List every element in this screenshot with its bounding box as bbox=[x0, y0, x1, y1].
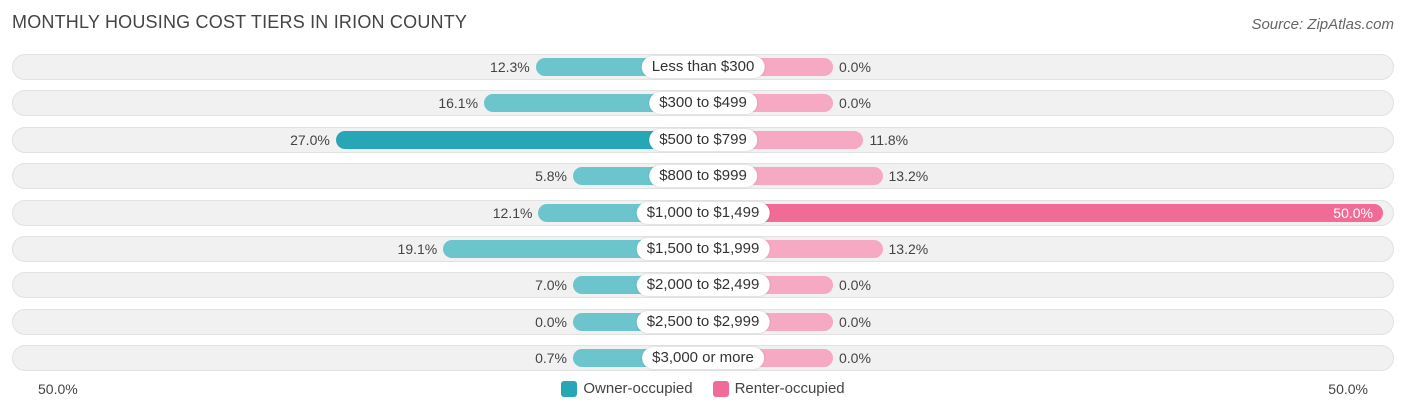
chart-row: 19.1% 13.2% $1,500 to $1,999 bbox=[12, 235, 1394, 262]
value-label-renter: 13.2% bbox=[888, 240, 929, 257]
value-label-renter: 0.0% bbox=[839, 313, 871, 330]
category-label: $1,500 to $1,999 bbox=[636, 237, 770, 260]
value-label-owner: 0.7% bbox=[535, 350, 567, 367]
value-label-owner: 16.1% bbox=[438, 95, 479, 112]
value-label-owner: 0.0% bbox=[535, 313, 567, 330]
category-label: Less than $300 bbox=[641, 56, 765, 78]
legend-item-owner: Owner-occupied bbox=[561, 380, 693, 397]
value-label-renter: 0.0% bbox=[839, 277, 871, 294]
legend: Owner-occupied Renter-occupied bbox=[0, 380, 1406, 397]
value-label-renter: 11.8% bbox=[869, 131, 909, 148]
category-label: $3,000 or more bbox=[642, 347, 764, 370]
legend-swatch-owner bbox=[561, 380, 578, 397]
value-label-renter: 0.0% bbox=[839, 59, 871, 75]
chart-row: 0.0% 0.0% $2,500 to $2,999 bbox=[12, 308, 1394, 335]
value-label-owner: 5.8% bbox=[535, 168, 567, 185]
chart-row: 27.0% 11.8% $500 to $799 bbox=[12, 126, 1394, 153]
legend-item-renter: Renter-occupied bbox=[712, 380, 845, 397]
value-label-renter: 50.0% bbox=[1333, 204, 1373, 221]
axis-label-left: 50.0% bbox=[38, 381, 78, 397]
bar-renter bbox=[703, 203, 1383, 222]
category-label: $2,500 to $2,999 bbox=[636, 310, 770, 333]
chart-source: Source: ZipAtlas.com bbox=[1251, 16, 1394, 33]
category-label: $500 to $799 bbox=[649, 128, 757, 151]
axis-label-right: 50.0% bbox=[1328, 381, 1368, 397]
bar-owner bbox=[335, 130, 703, 149]
bar-owner bbox=[484, 94, 703, 113]
value-label-renter: 0.0% bbox=[839, 350, 871, 367]
chart-row: 0.7% 0.0% $3,000 or more bbox=[12, 345, 1394, 372]
category-label: $800 to $999 bbox=[649, 165, 757, 188]
value-label-owner: 19.1% bbox=[397, 240, 438, 257]
chart-title: MONTHLY HOUSING COST TIERS IN IRION COUN… bbox=[12, 12, 468, 32]
chart-row: 16.1% 0.0% $300 to $499 bbox=[12, 90, 1394, 117]
value-label-renter: 0.0% bbox=[839, 95, 871, 112]
legend-label-renter: Renter-occupied bbox=[734, 380, 845, 397]
chart-row: 7.0% 0.0% $2,000 to $2,499 bbox=[12, 272, 1394, 299]
legend-swatch-renter bbox=[712, 380, 729, 397]
legend-label-owner: Owner-occupied bbox=[583, 380, 693, 397]
chart-rows: 12.3% 0.0% Less than $300 16.1% 0.0% $300 to … bbox=[12, 54, 1394, 382]
value-label-owner: 12.1% bbox=[492, 204, 533, 221]
category-label: $300 to $499 bbox=[649, 92, 757, 115]
chart-row: 12.1% 50.0% $1,000 to $1,499 bbox=[12, 199, 1394, 226]
chart-row: 5.8% 13.2% $800 to $999 bbox=[12, 163, 1394, 190]
category-label: $2,000 to $2,499 bbox=[636, 274, 770, 297]
value-label-owner: 12.3% bbox=[490, 59, 530, 75]
value-label-renter: 13.2% bbox=[888, 168, 929, 185]
value-label-owner: 7.0% bbox=[535, 277, 567, 294]
category-label: $1,000 to $1,499 bbox=[636, 201, 770, 224]
chart-row: 12.3% 0.0% Less than $300 bbox=[12, 54, 1394, 80]
value-label-owner: 27.0% bbox=[290, 131, 330, 148]
